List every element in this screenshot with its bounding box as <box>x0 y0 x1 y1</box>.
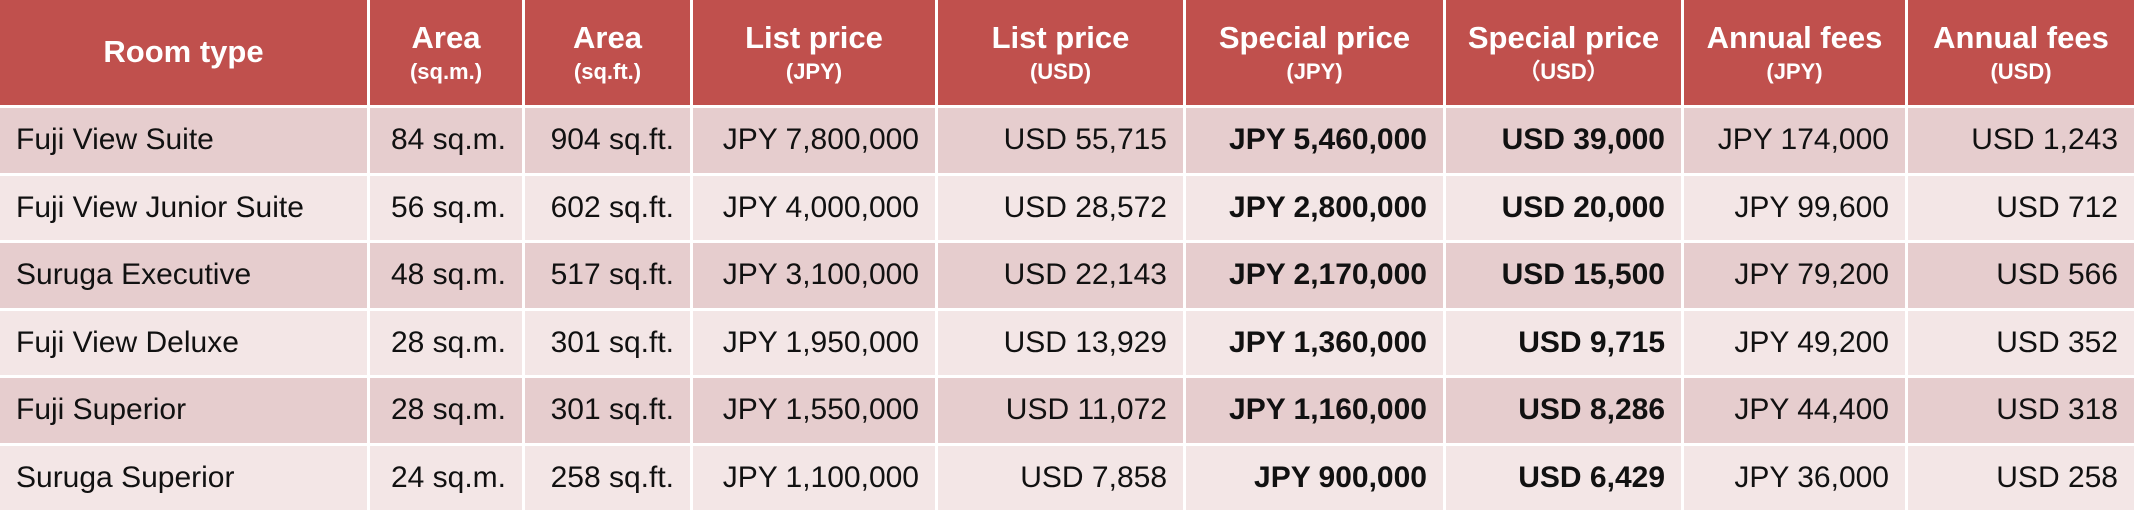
header-unit: (sq.ft.) <box>573 59 642 85</box>
header-label: Annual fees <box>1706 19 1883 55</box>
cell-list-price-jpy: JPY 1,100,000 <box>693 445 938 513</box>
header-annual-fees-jpy: Annual fees (JPY) <box>1684 0 1908 108</box>
cell-special-price-usd: USD 39,000 <box>1446 108 1684 176</box>
cell-annual-fees-usd: USD 258 <box>1908 445 2134 513</box>
cell-room-type: Fuji View Deluxe <box>0 310 370 378</box>
cell-list-price-usd: USD 13,929 <box>938 310 1186 378</box>
header-row: Room type Area (sq.m.) Area (sq.ft.) Lis… <box>0 0 2134 108</box>
cell-annual-fees-usd: USD 318 <box>1908 378 2134 446</box>
cell-special-price-jpy: JPY 900,000 <box>1186 445 1446 513</box>
cell-special-price-jpy: JPY 5,460,000 <box>1186 108 1446 176</box>
cell-annual-fees-usd: USD 1,243 <box>1908 108 2134 176</box>
cell-room-type: Suruga Superior <box>0 445 370 513</box>
cell-list-price-jpy: JPY 7,800,000 <box>693 108 938 176</box>
cell-special-price-jpy: JPY 1,160,000 <box>1186 378 1446 446</box>
header-label: Area <box>411 19 481 55</box>
header-label: Special price <box>1467 19 1660 55</box>
header-room-type: Room type <box>0 0 370 108</box>
header-special-price-usd: Special price （USD） <box>1446 0 1684 108</box>
cell-area-sqft: 301 sq.ft. <box>525 378 693 446</box>
table-row: Fuji View Junior Suite 56 sq.m. 602 sq.f… <box>0 175 2134 243</box>
cell-list-price-usd: USD 28,572 <box>938 175 1186 243</box>
cell-list-price-usd: USD 11,072 <box>938 378 1186 446</box>
cell-area-sqft: 602 sq.ft. <box>525 175 693 243</box>
cell-annual-fees-jpy: JPY 79,200 <box>1684 243 1908 311</box>
header-label: Special price <box>1218 19 1411 55</box>
cell-list-price-usd: USD 7,858 <box>938 445 1186 513</box>
cell-annual-fees-jpy: JPY 174,000 <box>1684 108 1908 176</box>
header-unit: (JPY) <box>785 59 843 85</box>
header-label: List price <box>991 19 1130 55</box>
table-row: Fuji Superior 28 sq.m. 301 sq.ft. JPY 1,… <box>0 378 2134 446</box>
cell-special-price-usd: USD 20,000 <box>1446 175 1684 243</box>
cell-area-sqm: 56 sq.m. <box>370 175 525 243</box>
cell-list-price-jpy: JPY 3,100,000 <box>693 243 938 311</box>
cell-area-sqm: 48 sq.m. <box>370 243 525 311</box>
header-unit: (sq.m.) <box>409 59 483 85</box>
header-unit: （USD） <box>1518 59 1609 85</box>
header-label: Room type <box>103 34 264 70</box>
header-label: Area <box>573 19 642 55</box>
cell-area-sqft: 301 sq.ft. <box>525 310 693 378</box>
header-unit: (USD) <box>1990 59 2052 85</box>
header-annual-fees-usd: Annual fees (USD) <box>1908 0 2134 108</box>
header-list-price-jpy: List price (JPY) <box>693 0 938 108</box>
cell-annual-fees-jpy: JPY 99,600 <box>1684 175 1908 243</box>
cell-room-type: Fuji Superior <box>0 378 370 446</box>
cell-annual-fees-jpy: JPY 36,000 <box>1684 445 1908 513</box>
cell-annual-fees-usd: USD 712 <box>1908 175 2134 243</box>
cell-special-price-usd: USD 8,286 <box>1446 378 1684 446</box>
header-unit: (JPY) <box>1286 59 1343 85</box>
cell-room-type: Fuji View Junior Suite <box>0 175 370 243</box>
cell-list-price-jpy: JPY 1,550,000 <box>693 378 938 446</box>
cell-special-price-usd: USD 15,500 <box>1446 243 1684 311</box>
cell-area-sqft: 904 sq.ft. <box>525 108 693 176</box>
cell-room-type: Suruga Executive <box>0 243 370 311</box>
header-label: Annual fees <box>1933 19 2109 55</box>
cell-annual-fees-usd: USD 566 <box>1908 243 2134 311</box>
cell-special-price-jpy: JPY 1,360,000 <box>1186 310 1446 378</box>
cell-special-price-jpy: JPY 2,170,000 <box>1186 243 1446 311</box>
table-row: Suruga Superior 24 sq.m. 258 sq.ft. JPY … <box>0 445 2134 513</box>
cell-special-price-usd: USD 6,429 <box>1446 445 1684 513</box>
cell-area-sqft: 517 sq.ft. <box>525 243 693 311</box>
header-area-sqft: Area (sq.ft.) <box>525 0 693 108</box>
cell-area-sqm: 28 sq.m. <box>370 310 525 378</box>
cell-area-sqft: 258 sq.ft. <box>525 445 693 513</box>
table-row: Fuji View Suite 84 sq.m. 904 sq.ft. JPY … <box>0 108 2134 176</box>
cell-annual-fees-jpy: JPY 49,200 <box>1684 310 1908 378</box>
cell-special-price-jpy: JPY 2,800,000 <box>1186 175 1446 243</box>
header-unit: (USD) <box>1029 59 1092 85</box>
header-special-price-jpy: Special price (JPY) <box>1186 0 1446 108</box>
cell-room-type: Fuji View Suite <box>0 108 370 176</box>
cell-list-price-usd: USD 55,715 <box>938 108 1186 176</box>
header-list-price-usd: List price (USD) <box>938 0 1186 108</box>
header-label: List price <box>745 19 883 55</box>
cell-area-sqm: 84 sq.m. <box>370 108 525 176</box>
cell-annual-fees-usd: USD 352 <box>1908 310 2134 378</box>
cell-list-price-usd: USD 22,143 <box>938 243 1186 311</box>
cell-list-price-jpy: JPY 1,950,000 <box>693 310 938 378</box>
header-unit: (JPY) <box>1766 59 1823 85</box>
table-row: Suruga Executive 48 sq.m. 517 sq.ft. JPY… <box>0 243 2134 311</box>
cell-annual-fees-jpy: JPY 44,400 <box>1684 378 1908 446</box>
cell-area-sqm: 28 sq.m. <box>370 378 525 446</box>
table-row: Fuji View Deluxe 28 sq.m. 301 sq.ft. JPY… <box>0 310 2134 378</box>
cell-list-price-jpy: JPY 4,000,000 <box>693 175 938 243</box>
header-area-sqm: Area (sq.m.) <box>370 0 525 108</box>
cell-special-price-usd: USD 9,715 <box>1446 310 1684 378</box>
cell-area-sqm: 24 sq.m. <box>370 445 525 513</box>
